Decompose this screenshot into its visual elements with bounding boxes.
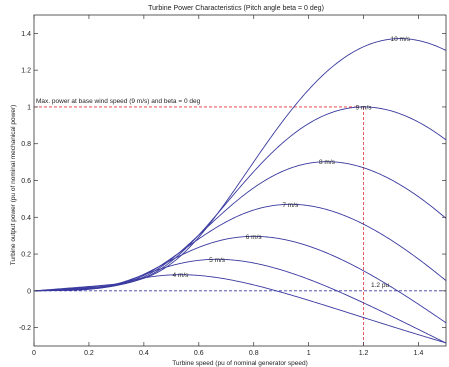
power-curve-9ms [35,106,447,292]
y-axis-title: Turbine output power (pu of nominal mech… [10,105,17,266]
x-tick-label: 0.8 [249,350,259,357]
x-tick-label: 0 [32,350,36,357]
y-tick-label: 0.2 [21,252,31,259]
speed-marker-annotation: 1.2 pu [371,282,389,289]
curve-label-6ms: 6 m/s [246,234,263,241]
y-tick-label: 1.2 [21,68,31,75]
y-tick-label: 0.8 [21,141,31,148]
max-power-annotation: Max. power at base wind speed (9 m/s) an… [36,98,201,105]
x-tick-label: 1.2 [359,350,369,357]
axis-ticks: 0 0.2 0.4 0.6 0.8 1 1.2 1.4 -0.2 0 0.2 0.4 0.6 0.8 1 1.… [19,15,446,357]
power-curve-10ms [35,38,447,292]
x-axis-title: Turbine speed (pu of nominal generator s… [172,360,308,367]
curve-labels: 4 m/s 5 m/s 6 m/s 7 m/s 8 m/s 9 m/s 10 m/s [173,36,411,279]
x-tick-label: 1.4 [414,350,424,357]
curve-label-8ms: 8 m/s [319,159,336,166]
x-tick-label: 0.6 [194,350,204,357]
power-curve-5ms [35,258,447,344]
power-curve-6ms [35,235,447,324]
y-tick-label: 0.6 [21,178,31,185]
x-tick-label: 0.4 [139,350,149,357]
curve-label-9ms: 9 m/s [356,104,373,111]
curve-label-7ms: 7 m/s [282,202,299,209]
y-tick-label: -0.2 [19,325,31,332]
x-tick-label: 1 [307,350,311,357]
y-tick-label: 1 [27,104,31,111]
curve-label-4ms: 4 m/s [173,272,190,279]
power-curves [35,38,447,344]
curve-label-5ms: 5 m/s [209,257,226,264]
y-tick-label: 1.4 [21,31,31,38]
power-curve-8ms [35,161,447,292]
reference-lines [34,106,446,346]
y-tick-label: 0 [27,288,31,295]
plot-frame [33,14,447,347]
y-tick-label: 0.4 [21,215,31,222]
curve-label-10ms: 10 m/s [390,36,410,43]
chart-title: Turbine Power Characteristics (Pitch ang… [148,5,324,12]
plot-border [33,14,447,347]
x-tick-label: 0.2 [84,350,94,357]
power-curve-7ms [35,203,447,292]
